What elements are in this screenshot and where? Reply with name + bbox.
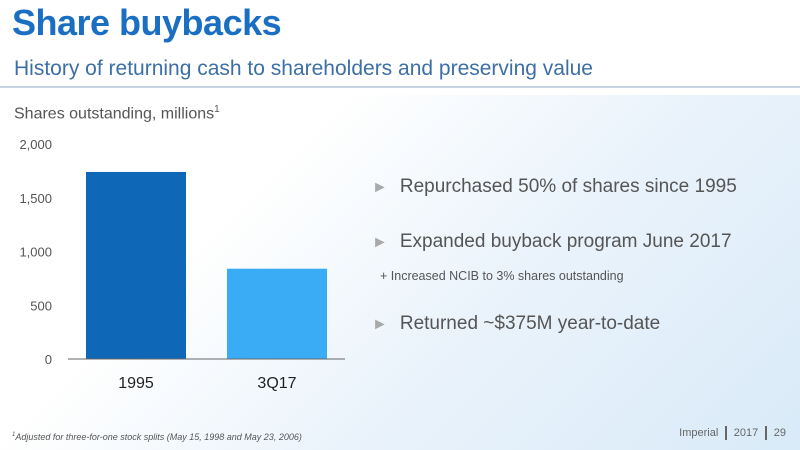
y-tick-label: 500 [30,298,52,313]
footer-separator [765,426,767,440]
bullet-text: Returned ~$375M year-to-date [399,313,661,334]
footnote-marker: 1 [12,432,16,438]
bullet-text: Expanded buyback program June 2017 [399,231,732,252]
bullet-text: Repurchased 50% of shares since 1995 [399,176,737,197]
triangle-right-icon: ► [372,316,388,333]
header-divider [0,86,800,88]
chart-title-footnote-marker: 1 [214,104,220,115]
footer-company: Imperial [679,427,719,439]
sub-bullet-ncib: + Increased NCIB to 3% shares outstandin… [380,269,624,283]
bullet-repurchased: ► Repurchased 50% of shares since 1995 [372,176,737,198]
footer-separator [725,426,727,440]
bullet-returned: ► Returned ~$375M year-to-date [372,313,660,335]
chart-title: Shares outstanding, millions1 [14,104,220,123]
x-tick-label: 1995 [118,375,154,392]
page-title: Share buybacks [12,2,282,43]
footer-page-number: 29 [773,427,786,439]
page-subtitle: History of returning cash to shareholder… [14,57,593,80]
x-tick-label: 3Q17 [257,375,296,392]
y-tick-label: 2,000 [19,137,52,152]
bar-chart: 0 500 1,000 1,500 2,000 1995 3Q17 [19,137,345,392]
footer: Imperial 2017 29 [679,426,786,440]
footer-year: 2017 [733,427,759,439]
bar-1995 [86,171,186,359]
triangle-right-icon: ► [372,179,388,196]
footnote-text: Adjusted for three-for-one stock splits … [15,432,302,442]
bar-3q17 [227,268,327,359]
triangle-right-icon: ► [372,234,388,251]
bullet-expanded: ► Expanded buyback program June 2017 [372,231,732,253]
chart-title-text: Shares outstanding, millions [14,105,215,123]
y-tick-label: 1,000 [19,245,52,260]
footnote: 1Adjusted for three-for-one stock splits… [12,432,302,442]
y-tick-label: 1,500 [19,191,52,206]
y-tick-label: 0 [45,352,52,367]
